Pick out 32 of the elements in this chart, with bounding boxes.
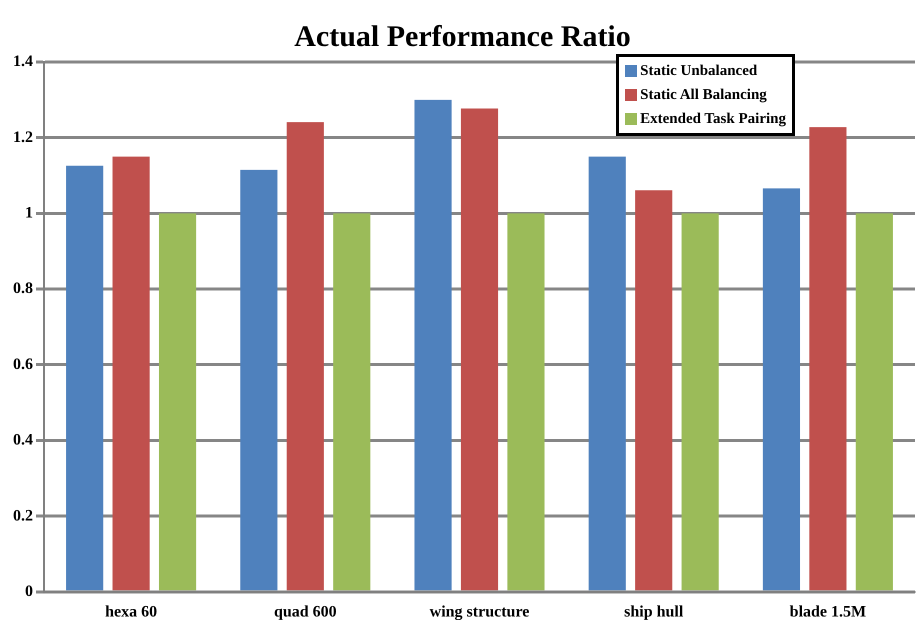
bar <box>333 213 370 590</box>
y-tick-label: 0.8 <box>13 280 33 298</box>
bar <box>588 156 626 590</box>
legend-label: Static All Balancing <box>640 86 767 104</box>
bar <box>286 122 324 590</box>
bar <box>507 213 545 590</box>
bar <box>240 170 278 590</box>
x-tick-label: quad 600 <box>274 604 337 621</box>
x-tick-label: wing structure <box>430 604 530 621</box>
bar <box>682 213 719 590</box>
legend-label: Extended Task Pairing <box>640 110 786 128</box>
y-tick-label: 1.4 <box>13 53 33 70</box>
y-tick-label: 0.2 <box>13 507 33 524</box>
bar <box>809 127 846 590</box>
x-tick-label: hexa 60 <box>105 604 158 621</box>
y-tick-label: 0.4 <box>13 432 33 449</box>
y-tick-label: 0.6 <box>13 356 33 373</box>
bar <box>635 190 672 590</box>
bar <box>66 166 104 590</box>
chart-title: Actual Performance Ratio <box>294 20 631 53</box>
bar <box>158 213 196 590</box>
y-tick-label: 1.2 <box>13 128 33 146</box>
y-tick-label: 1 <box>25 204 33 222</box>
bar <box>112 156 150 590</box>
bar <box>460 108 498 590</box>
y-tick-label: 0 <box>25 582 33 600</box>
bar <box>414 100 452 590</box>
x-tick-label: ship hull <box>624 604 684 621</box>
bar <box>762 188 800 590</box>
x-tick-label: blade 1.5M <box>790 604 866 621</box>
legend-label: Static Unbalanced <box>640 62 758 80</box>
bar <box>856 213 893 590</box>
